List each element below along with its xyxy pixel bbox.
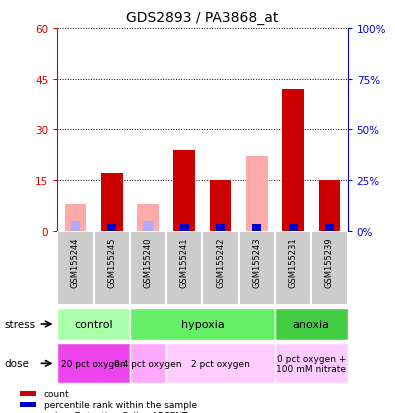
Bar — [210, 180, 231, 231]
Text: 20 pct oxygen: 20 pct oxygen — [61, 359, 126, 368]
Bar — [19, 402, 36, 406]
Text: 0.4 pct oxygen: 0.4 pct oxygen — [114, 359, 182, 368]
Text: GSM155243: GSM155243 — [252, 237, 261, 288]
Bar — [275, 344, 348, 383]
Bar — [166, 231, 203, 306]
Bar — [130, 344, 166, 383]
Bar — [325, 225, 334, 231]
Bar — [216, 225, 225, 231]
Text: percentile rank within the sample: percentile rank within the sample — [43, 400, 197, 409]
Bar — [19, 391, 36, 396]
Text: count: count — [43, 389, 69, 398]
Bar — [130, 231, 166, 306]
Text: 0 pct oxygen +
100 mM nitrate: 0 pct oxygen + 100 mM nitrate — [276, 354, 346, 373]
Bar — [137, 204, 159, 231]
Bar — [71, 221, 80, 231]
Bar — [275, 231, 311, 306]
Bar — [289, 225, 298, 231]
Text: control: control — [74, 319, 113, 329]
Bar — [311, 231, 348, 306]
Text: GSM155231: GSM155231 — [289, 237, 298, 288]
Bar — [94, 231, 130, 306]
Text: dose: dose — [4, 358, 29, 368]
Bar — [319, 180, 340, 231]
Bar — [166, 344, 275, 383]
Bar — [57, 344, 130, 383]
Text: GSM155242: GSM155242 — [216, 237, 225, 287]
Text: GSM155239: GSM155239 — [325, 237, 334, 288]
Text: GSM155245: GSM155245 — [107, 237, 116, 287]
Text: anoxia: anoxia — [293, 319, 330, 329]
Text: GSM155240: GSM155240 — [143, 237, 152, 287]
Bar — [173, 150, 195, 231]
Text: value, Detection Call = ABSENT: value, Detection Call = ABSENT — [43, 411, 187, 413]
Text: 2 pct oxygen: 2 pct oxygen — [191, 359, 250, 368]
Title: GDS2893 / PA3868_at: GDS2893 / PA3868_at — [126, 11, 278, 25]
Bar — [130, 309, 275, 340]
Bar — [202, 231, 239, 306]
Bar — [252, 225, 261, 231]
Text: GSM155244: GSM155244 — [71, 237, 80, 287]
Bar — [275, 309, 348, 340]
Bar — [101, 174, 122, 231]
Bar — [239, 231, 275, 306]
Text: GSM155241: GSM155241 — [180, 237, 189, 287]
Bar — [246, 157, 268, 231]
Bar — [57, 309, 130, 340]
Bar — [64, 204, 87, 231]
Bar — [57, 231, 94, 306]
Bar — [180, 225, 189, 231]
Text: hypoxia: hypoxia — [181, 319, 224, 329]
Bar — [107, 225, 116, 231]
Bar — [282, 90, 304, 231]
Text: stress: stress — [4, 319, 35, 329]
Bar — [143, 221, 152, 231]
